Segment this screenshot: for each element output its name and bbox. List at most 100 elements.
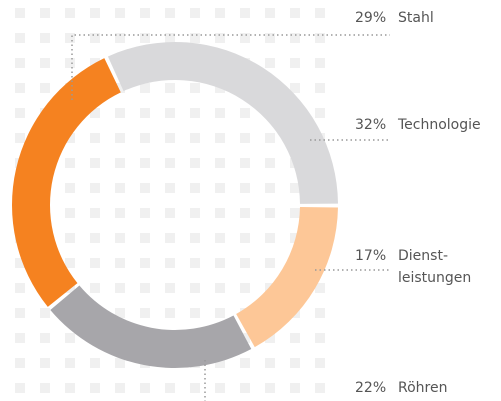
pattern-square [190, 208, 200, 218]
pattern-square [65, 258, 75, 268]
pattern-square [115, 208, 125, 218]
pattern-square [240, 208, 250, 218]
pattern-square [315, 108, 325, 118]
pattern-square [165, 183, 175, 193]
pattern-square [115, 233, 125, 243]
pattern-square [165, 258, 175, 268]
pattern-square [115, 283, 125, 293]
category-label: Röhren [398, 380, 447, 396]
pattern-square [65, 158, 75, 168]
pattern-square [190, 183, 200, 193]
pattern-square [315, 283, 325, 293]
pattern-square [15, 258, 25, 268]
category-label: Technologie [397, 117, 481, 133]
pattern-square [40, 33, 50, 43]
pattern-square [215, 308, 225, 318]
category-label: Stahl [398, 10, 434, 26]
pattern-square [140, 183, 150, 193]
pattern-square [90, 133, 100, 143]
pattern-square [190, 283, 200, 293]
pattern-square [15, 8, 25, 18]
pattern-square [140, 108, 150, 118]
pattern-square [215, 108, 225, 118]
pattern-square [65, 8, 75, 18]
pattern-square [190, 8, 200, 18]
pattern-square [165, 83, 175, 93]
pattern-square [115, 158, 125, 168]
pattern-square [315, 58, 325, 68]
pattern-square [265, 358, 275, 368]
value-label: 17% [355, 248, 386, 264]
pattern-square [140, 83, 150, 93]
pattern-square [115, 8, 125, 18]
pattern-square [90, 208, 100, 218]
pattern-square [240, 33, 250, 43]
pattern-square [165, 133, 175, 143]
pattern-square [215, 158, 225, 168]
pattern-square [15, 83, 25, 93]
pattern-square [90, 158, 100, 168]
pattern-square [165, 383, 175, 393]
pattern-square [190, 33, 200, 43]
pattern-square [240, 183, 250, 193]
pattern-square [40, 333, 50, 343]
pattern-square [290, 233, 300, 243]
pattern-square [65, 233, 75, 243]
pattern-square [165, 108, 175, 118]
pattern-square [90, 108, 100, 118]
pattern-square [65, 358, 75, 368]
pattern-square [165, 158, 175, 168]
pattern-square [315, 358, 325, 368]
pattern-square [265, 33, 275, 43]
pattern-square [65, 133, 75, 143]
pattern-square [40, 83, 50, 93]
pattern-square [240, 8, 250, 18]
pattern-square [165, 283, 175, 293]
value-label: 29% [355, 10, 386, 26]
donut-segment [107, 42, 338, 204]
pattern-square [290, 383, 300, 393]
pattern-square [265, 133, 275, 143]
pattern-square [265, 8, 275, 18]
pattern-square [240, 258, 250, 268]
pattern-square [115, 358, 125, 368]
pattern-square [265, 258, 275, 268]
pattern-square [265, 333, 275, 343]
pattern-square [190, 158, 200, 168]
pattern-square [215, 358, 225, 368]
pattern-square [65, 383, 75, 393]
pattern-square [115, 258, 125, 268]
pattern-square [15, 58, 25, 68]
pattern-square [140, 158, 150, 168]
pattern-square [315, 333, 325, 343]
pattern-square [240, 233, 250, 243]
pattern-square [215, 183, 225, 193]
pattern-square [265, 158, 275, 168]
pattern-square [190, 233, 200, 243]
pattern-square [265, 183, 275, 193]
pattern-square [90, 358, 100, 368]
pattern-square [315, 383, 325, 393]
pattern-square [315, 83, 325, 93]
pattern-square [215, 8, 225, 18]
pattern-square [240, 358, 250, 368]
pattern-square [215, 133, 225, 143]
pattern-square [290, 208, 300, 218]
pattern-square [290, 58, 300, 68]
donut-segment [50, 285, 252, 369]
donut-segment [236, 206, 338, 348]
pattern-square [290, 83, 300, 93]
pattern-square [115, 183, 125, 193]
pattern-square [290, 33, 300, 43]
pattern-square [140, 233, 150, 243]
pattern-square [140, 258, 150, 268]
pattern-square [315, 33, 325, 43]
pattern-square [65, 33, 75, 43]
pattern-square [115, 133, 125, 143]
pattern-square [165, 308, 175, 318]
pattern-square [315, 8, 325, 18]
pattern-square [90, 258, 100, 268]
pattern-square [90, 233, 100, 243]
pattern-square [190, 383, 200, 393]
pattern-square [65, 333, 75, 343]
